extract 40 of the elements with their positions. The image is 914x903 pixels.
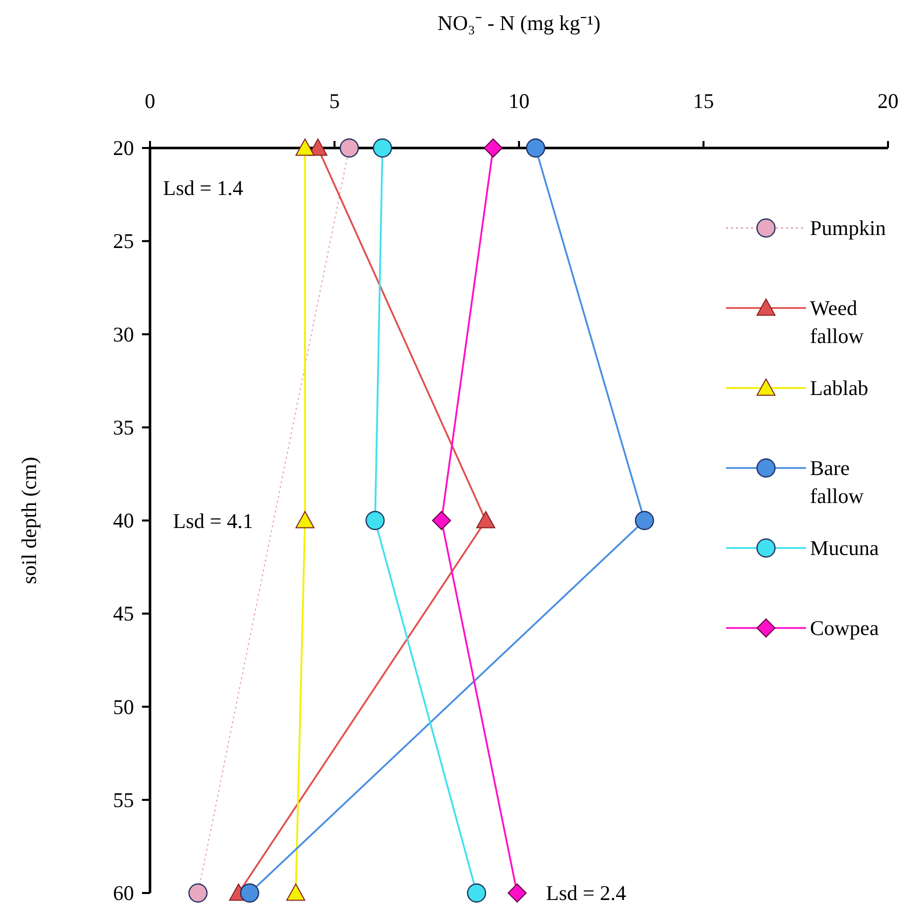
x-tick-label: 10 (508, 89, 530, 113)
y-tick-label: 20 (113, 136, 134, 160)
point (484, 138, 503, 158)
legend-label: Mucuna (810, 536, 880, 560)
point (466, 883, 486, 903)
point (432, 511, 452, 530)
y-tick-label: 30 (113, 322, 134, 346)
point (295, 511, 314, 528)
point (340, 138, 359, 158)
y-tick-label: 35 (113, 415, 134, 440)
x-tick-label: 20 (878, 89, 898, 113)
point (188, 883, 208, 903)
y-tick-label: 50 (113, 694, 134, 719)
point (372, 138, 392, 158)
y-tick-label: 45 (113, 602, 134, 626)
y-tick-label: 25 (113, 229, 134, 254)
y-tick-label: 60 (113, 881, 134, 903)
annotation: Lsd = 1.4 (163, 176, 244, 200)
legend-label: Weed fallow (810, 296, 864, 348)
legend-label: Lablab (810, 376, 868, 400)
y-axis-title: soil depth (cm) (17, 456, 41, 584)
legend-label: Pumpkin (810, 216, 886, 240)
x-tick-label: 15 (693, 89, 714, 113)
x-axis-title: NO₃⁻ - N (mg kg⁻¹) (438, 11, 600, 35)
y-tick-label: 55 (113, 788, 134, 812)
legend-label: Bare fallow (810, 456, 864, 508)
annotation: Lsd = 4.1 (173, 509, 254, 533)
point (365, 510, 385, 530)
point (286, 884, 306, 901)
x-tick-label: 0 (144, 89, 156, 113)
point (526, 138, 546, 158)
y-tick-label: 40 (113, 508, 134, 532)
legend-label: Cowpea (810, 616, 880, 640)
point (240, 883, 260, 903)
point (295, 138, 314, 156)
point (476, 511, 496, 528)
point (634, 510, 654, 530)
point (508, 884, 527, 902)
annotation: Lsd = 2.4 (546, 881, 627, 903)
x-tick-label: 5 (329, 89, 340, 113)
